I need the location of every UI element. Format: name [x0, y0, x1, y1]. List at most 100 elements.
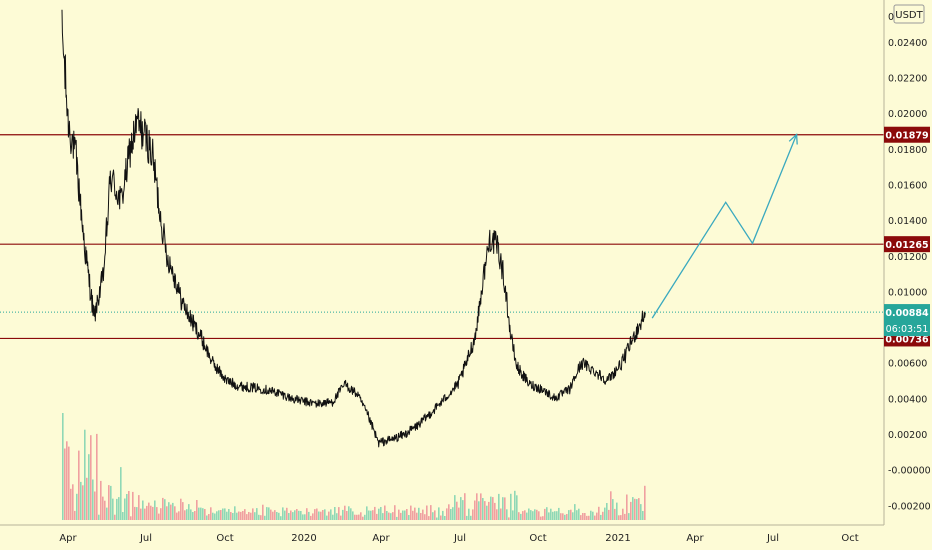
volume-bar — [62, 413, 64, 520]
volume-bar — [606, 503, 608, 520]
volume-bar — [582, 513, 584, 520]
volume-bar — [68, 446, 70, 520]
volume-bar — [222, 508, 224, 520]
volume-bar — [146, 505, 148, 520]
volume-bar — [468, 508, 470, 520]
volume-bar — [368, 510, 370, 520]
time-tick-label: 2020 — [291, 533, 316, 544]
volume-bar — [272, 511, 274, 520]
projection-arrow[interactable] — [651, 133, 798, 319]
volume-bar — [584, 513, 586, 520]
volume-bar — [204, 509, 206, 520]
volume-bar — [126, 494, 128, 520]
time-tick-label: Jul — [766, 533, 779, 544]
volume-bar — [128, 491, 130, 520]
volume-bar — [418, 507, 420, 520]
volume-bar — [338, 507, 340, 520]
volume-bar — [378, 508, 380, 520]
volume-bar — [220, 510, 222, 520]
volume-bar — [426, 505, 428, 520]
volume-bar — [254, 512, 256, 520]
volume-bar — [308, 511, 310, 520]
volume-bar — [328, 511, 330, 520]
price-tick-label: 0.00200 — [888, 430, 927, 441]
volume-bar — [362, 516, 364, 520]
volume-bar — [576, 510, 578, 520]
volume-bar — [282, 507, 284, 520]
volume-bar — [284, 510, 286, 520]
volume-bar — [268, 507, 270, 520]
currency-button[interactable]: USDT — [893, 4, 925, 24]
volume-bar — [406, 509, 408, 520]
volume-bar — [244, 509, 246, 520]
volume-bar — [138, 495, 140, 520]
volume-bar — [100, 480, 102, 520]
volume-bar — [448, 504, 450, 520]
volume-bar — [88, 454, 90, 520]
volume-bar — [562, 513, 564, 520]
time-tick-label: Apr — [686, 533, 704, 544]
volume-bar — [230, 512, 232, 520]
volume-bar — [496, 509, 498, 520]
volume-bar — [348, 506, 350, 520]
volume-bar — [574, 504, 576, 520]
level-price-label: 0.01879 — [885, 131, 928, 142]
volume-bar — [134, 506, 136, 520]
price-tick-label: 0.01000 — [888, 287, 927, 298]
currency-button-box — [893, 4, 925, 24]
volume-bar — [476, 493, 478, 520]
volume-bar — [482, 498, 484, 520]
volume-bar — [202, 508, 204, 520]
volume-bar — [304, 514, 306, 520]
time-axis[interactable]: Apr Jul Oct 2020 Apr Jul Oct 2021 Apr Jul Oct — [59, 533, 858, 544]
volume-bar — [452, 507, 454, 520]
volume-bar — [552, 511, 554, 520]
volume-bar — [374, 506, 376, 520]
level-price-label: 0.01265 — [885, 240, 928, 251]
volume-bar — [518, 512, 520, 520]
volume-bar — [428, 516, 430, 520]
volume-bar — [416, 512, 418, 520]
volume-bar — [384, 505, 386, 520]
time-tick-label: Jul — [453, 533, 466, 544]
volume-bar — [164, 499, 166, 520]
volume-bar — [450, 509, 452, 520]
volume-bar — [358, 514, 360, 520]
volume-bar — [610, 491, 612, 520]
volume-bar — [364, 514, 366, 520]
volume-bar — [196, 500, 198, 520]
volume-bar — [110, 485, 112, 520]
volume-bar — [624, 513, 626, 520]
volume-bar — [350, 508, 352, 520]
volume-bar — [334, 507, 336, 520]
volume-bar — [360, 512, 362, 520]
volume-bar — [310, 515, 312, 520]
projection-line[interactable] — [651, 134, 798, 319]
volume-bar — [292, 512, 294, 520]
volume-bar — [76, 493, 78, 520]
volume-bar — [314, 509, 316, 520]
volume-bar — [234, 506, 236, 520]
volume-bar — [398, 509, 400, 520]
volume-bar — [634, 498, 636, 520]
volume-bar — [150, 505, 152, 520]
volume-bar — [386, 511, 388, 520]
bar-countdown-label: 06:03:51 — [886, 324, 929, 335]
volume-bar — [506, 509, 508, 520]
volume-bar — [218, 510, 220, 520]
volume-bar — [166, 506, 168, 520]
volume-bar — [160, 508, 162, 520]
volume-bar — [432, 512, 434, 520]
volume-bar — [216, 511, 218, 520]
volume-bar — [316, 508, 318, 520]
price-tick-label: 0.02400 — [888, 38, 927, 49]
volume-bar — [302, 514, 304, 520]
volume-bar — [330, 509, 332, 520]
volume-bar — [578, 508, 580, 520]
level-price-tag — [884, 236, 930, 253]
volume-bar — [454, 495, 456, 520]
time-tick-label: 2021 — [605, 533, 630, 544]
volume-bar — [618, 515, 620, 520]
